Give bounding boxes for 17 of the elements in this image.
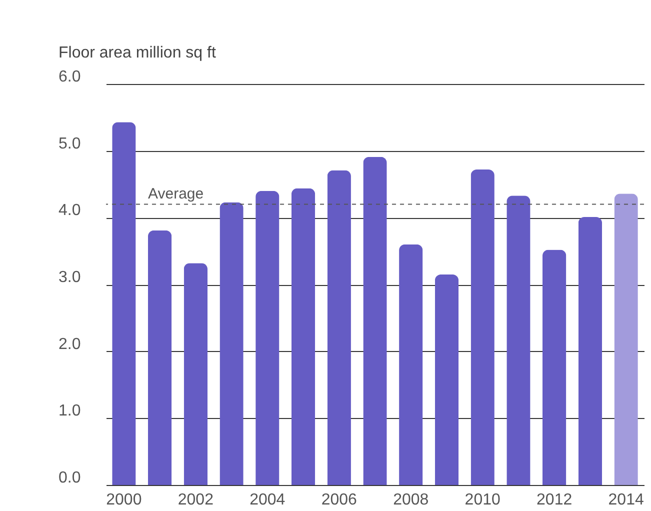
x-tick-label: 2010 — [464, 492, 500, 508]
x-tick-label: 2004 — [250, 492, 286, 508]
x-tick-label: 2006 — [321, 492, 358, 508]
y-tick-label: 5.0 — [58, 135, 81, 152]
y-tick-label: 4.0 — [58, 202, 81, 220]
y-tick-label: 6.0 — [58, 68, 81, 86]
y-tick-label: 1.0 — [58, 402, 81, 420]
x-tick-label: 2000 — [106, 492, 142, 508]
ref-line-label: Average — [148, 185, 204, 202]
x-tick-label: 2008 — [393, 492, 429, 508]
y-tick-label: 0.0 — [58, 470, 81, 486]
y-tick-label: 3.0 — [58, 269, 81, 286]
y-tick-label: 2.0 — [58, 336, 81, 353]
y-axis-title: Floor area million sq ft — [58, 44, 216, 62]
x-tick-label: 2002 — [178, 492, 214, 508]
x-tick-label: 2014 — [608, 492, 644, 508]
x-tick-label: 2012 — [536, 492, 572, 508]
